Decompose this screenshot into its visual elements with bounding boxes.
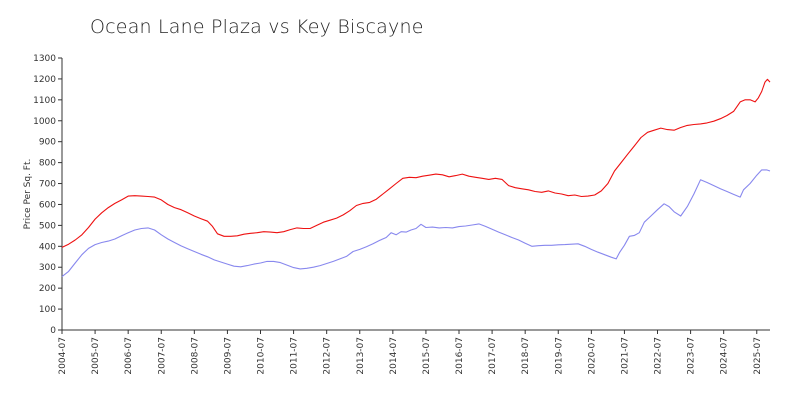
x-tick-label: 2007-07 (157, 337, 167, 375)
x-tick-label: 2022-07 (654, 337, 664, 375)
y-tick-label: 1100 (33, 96, 56, 106)
x-tick-label: 2018-07 (521, 337, 531, 375)
chart-title: Ocean Lane Plaza vs Key Biscayne (90, 16, 424, 38)
y-tick-label: 1000 (33, 117, 56, 127)
x-tick-label: 2011-07 (290, 337, 300, 375)
y-tick-label: 500 (39, 221, 56, 231)
y-tick-label: 800 (39, 159, 56, 169)
series-line-1 (61, 78, 771, 248)
y-tick-label: 0 (50, 326, 56, 336)
x-tick-label: 2017-07 (488, 337, 498, 375)
y-tick-label: 200 (39, 284, 56, 294)
y-tick-label: 900 (39, 138, 56, 148)
y-tick-label: 400 (39, 242, 56, 252)
y-tick-label: 1300 (33, 54, 56, 64)
x-tick-label: 2021-07 (620, 337, 630, 375)
x-axis-ticks: 2004-07 2005-07 2006-07 2007-07 2008-07 2009-… (58, 330, 763, 375)
x-tick-label: 2006-07 (124, 337, 134, 375)
x-tick-label: 2023-07 (687, 337, 697, 375)
x-tick-label: 2009-07 (223, 337, 233, 375)
x-tick-label: 2012-07 (323, 337, 333, 375)
y-tick-label: 600 (39, 200, 56, 210)
y-tick-label: 300 (39, 263, 56, 273)
y-tick-label: 1200 (33, 75, 56, 85)
x-tick-label: 2010-07 (257, 337, 267, 375)
x-tick-label: 2024-07 (720, 337, 730, 375)
x-tick-label: 2025-07 (753, 337, 763, 375)
y-axis-label: Price Per Sq. Ft. (23, 159, 33, 230)
x-tick-label: 2008-07 (190, 337, 200, 375)
x-tick-label: 2014-07 (389, 337, 399, 375)
x-tick-label: 2015-07 (422, 337, 432, 375)
x-tick-label: 2019-07 (554, 337, 564, 375)
x-tick-label: 2004-07 (58, 337, 68, 375)
x-tick-label: 2013-07 (356, 337, 366, 375)
y-tick-label: 700 (39, 180, 56, 190)
x-tick-label: 2020-07 (587, 337, 597, 375)
series-line-2 (61, 169, 771, 278)
x-tick-label: 2005-07 (91, 337, 101, 375)
x-tick-label: 2016-07 (455, 337, 465, 375)
y-tick-label: 100 (39, 305, 56, 315)
y-axis-ticks: 0 100 200 300 400 500 600 700 800 900 1000 1100 1200… (33, 54, 62, 336)
series-group (61, 78, 771, 278)
chart-axes (61, 58, 770, 331)
